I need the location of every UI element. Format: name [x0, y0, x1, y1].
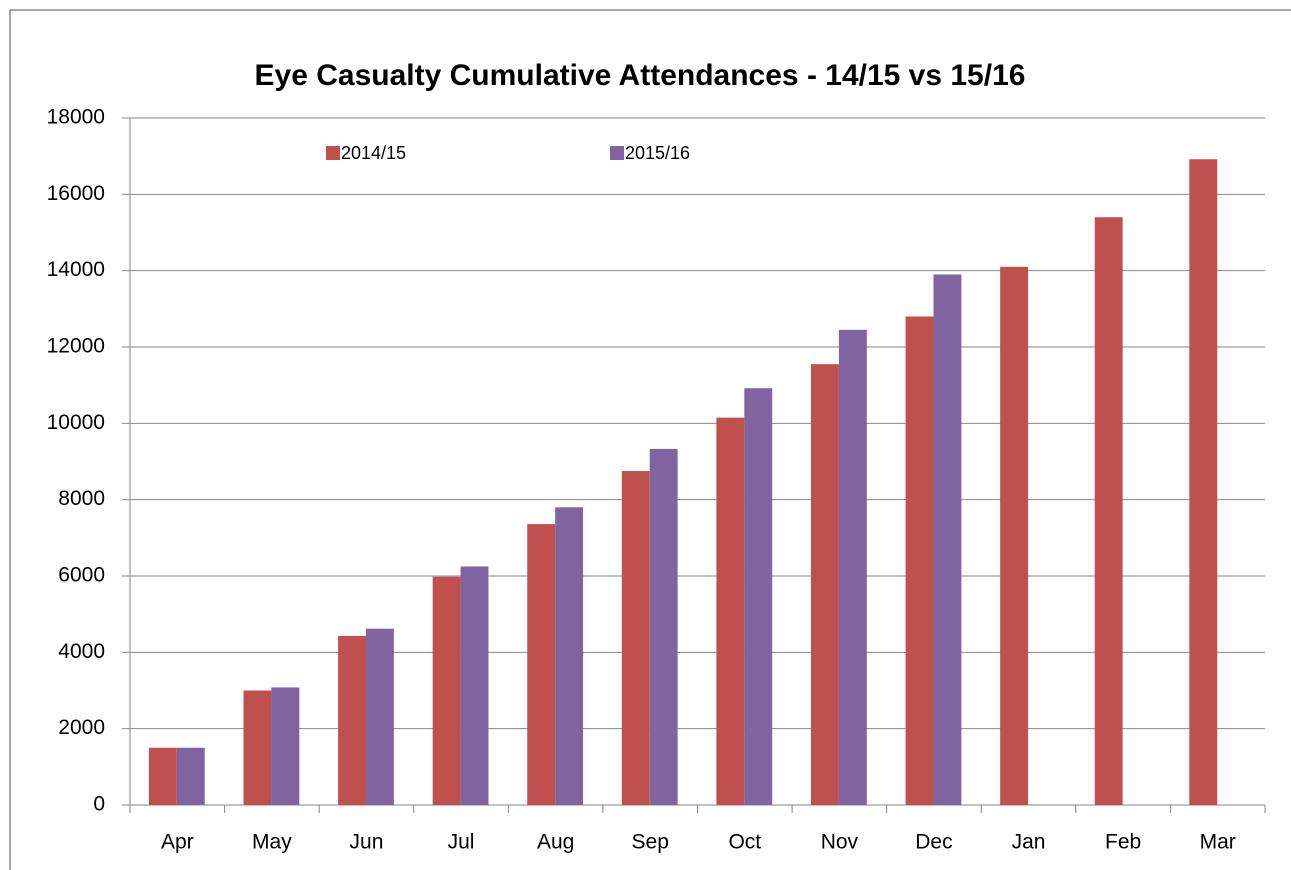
bar: [243, 690, 272, 805]
bar: [649, 448, 678, 805]
bar: [838, 329, 867, 805]
x-tick-label: Jan: [1012, 831, 1046, 854]
x-tick-label: Sep: [632, 831, 669, 854]
x-tick-label: Feb: [1105, 831, 1141, 854]
y-tick-label: 4000: [58, 640, 105, 663]
bar: [933, 274, 962, 805]
bar: [1000, 266, 1029, 806]
bar: [432, 576, 461, 805]
chart-title: Eye Casualty Cumulative Attendances - 14…: [255, 59, 1026, 92]
legend-swatch: [326, 146, 340, 160]
x-tick-label: May: [252, 831, 292, 854]
x-tick-label: Jul: [448, 831, 475, 854]
bar: [905, 316, 934, 805]
y-tick-label: 0: [93, 793, 105, 816]
bar: [271, 687, 300, 805]
y-tick-label: 12000: [47, 335, 105, 358]
x-tick-label: Mar: [1200, 831, 1236, 854]
legend-label: 2015/16: [625, 143, 690, 163]
y-tick-label: 8000: [58, 487, 105, 510]
bar: [744, 388, 773, 805]
bar: [176, 747, 205, 805]
bar: [460, 566, 489, 805]
x-tick-label: Oct: [728, 831, 761, 854]
x-tick-label: Aug: [537, 831, 574, 854]
y-tick-label: 18000: [47, 106, 105, 129]
bar: [1189, 159, 1218, 806]
bar: [338, 635, 366, 805]
bar: [716, 417, 745, 805]
bar: [365, 628, 394, 805]
x-tick-label: Jun: [350, 831, 384, 854]
bar: [148, 747, 177, 805]
x-tick-label: Nov: [821, 831, 859, 854]
x-tick-label: Apr: [161, 831, 194, 854]
y-tick-label: 2000: [58, 716, 105, 739]
bar: [555, 507, 584, 805]
x-tick-label: Dec: [915, 831, 952, 854]
y-tick-label: 14000: [47, 258, 105, 281]
y-tick-label: 10000: [47, 411, 105, 434]
y-tick-label: 16000: [47, 182, 105, 205]
bar: [811, 364, 839, 805]
bar: [621, 471, 650, 805]
y-tick-label: 6000: [58, 564, 105, 587]
legend-swatch: [610, 146, 624, 160]
legend-label: 2014/15: [341, 143, 406, 163]
bar: [527, 524, 556, 805]
bar: [1094, 217, 1123, 805]
